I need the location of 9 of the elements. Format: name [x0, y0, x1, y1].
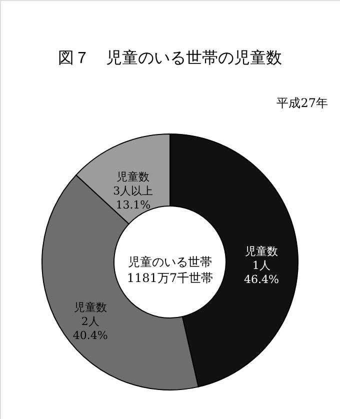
data-label: 40.4% [72, 329, 108, 342]
data-label: 13.1% [116, 198, 151, 212]
slice-label: 児童数 3人以上 [113, 170, 154, 198]
chart-title: 図７ 児童のいる世帯の児童数 [58, 48, 282, 67]
text: 児童のいる世帯 1181万7千世帯 [126, 255, 214, 285]
data-label: 46.4% [244, 272, 279, 286]
chart-subtitle: 平成27年 [276, 96, 328, 110]
slice-label: 児童数 1人 [244, 244, 278, 272]
slice-label: 児童数 2人 [74, 301, 107, 328]
